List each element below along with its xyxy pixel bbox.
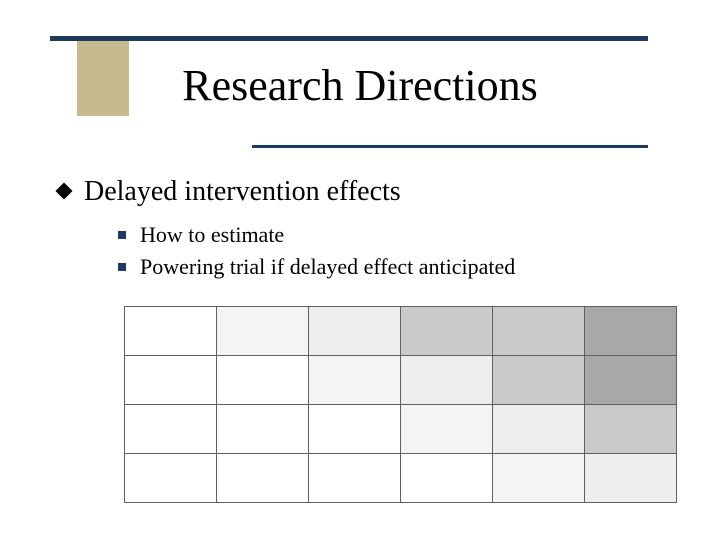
grid-cell (585, 405, 677, 454)
grid-cell (217, 405, 309, 454)
square-bullet-icon (118, 263, 126, 271)
grid-cell (585, 454, 677, 503)
sub-bullet-list: How to estimate Powering trial if delaye… (118, 222, 515, 286)
grid-cell (585, 356, 677, 405)
grid-cell (493, 307, 585, 356)
mid-horizontal-rule (252, 145, 648, 148)
sub-bullet-item: Powering trial if delayed effect anticip… (118, 254, 515, 280)
grid-cell (401, 307, 493, 356)
grid-cell (217, 307, 309, 356)
sub-bullet-text: How to estimate (140, 222, 284, 247)
grid-cell (125, 454, 217, 503)
top-horizontal-rule (50, 36, 648, 41)
grid-cell (125, 356, 217, 405)
grid-cell (401, 356, 493, 405)
grid-cell (585, 307, 677, 356)
grid-cell (309, 356, 401, 405)
grid-cell (493, 454, 585, 503)
grid-cell (309, 307, 401, 356)
diamond-bullet-icon (56, 183, 73, 200)
grid-cell (125, 307, 217, 356)
grid-cell (493, 356, 585, 405)
grid-cell (401, 454, 493, 503)
grid-cell (309, 405, 401, 454)
grid-cell (125, 405, 217, 454)
square-bullet-icon (118, 231, 126, 239)
grid-cell (401, 405, 493, 454)
main-bullet: Delayed intervention effects (58, 176, 401, 208)
sub-bullet-text: Powering trial if delayed effect anticip… (140, 254, 515, 279)
grid-cell (217, 454, 309, 503)
sub-bullet-item: How to estimate (118, 222, 515, 248)
grid-cell (309, 454, 401, 503)
main-bullet-text: Delayed intervention effects (84, 176, 401, 207)
grid-cell (217, 356, 309, 405)
stepped-wedge-grid (124, 306, 677, 503)
slide-title: Research Directions (0, 60, 720, 111)
grid-cell (493, 405, 585, 454)
